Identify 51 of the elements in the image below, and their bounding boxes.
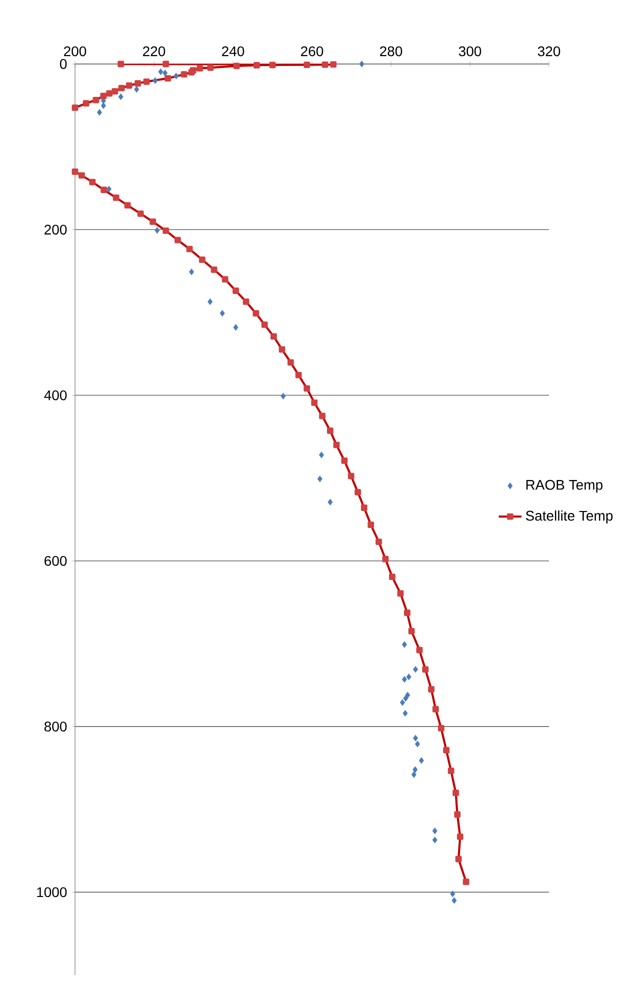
point: [97, 109, 102, 116]
point: [106, 186, 112, 192]
point: [152, 77, 158, 84]
legend-label: RAOB Temp: [526, 480, 602, 493]
point: [328, 498, 333, 506]
x-tick-label: 200: [64, 46, 86, 56]
point: [452, 897, 457, 904]
point: [100, 102, 106, 109]
point: [359, 60, 364, 68]
point: [317, 476, 322, 482]
x-tick-label: 220: [143, 46, 166, 56]
point: [208, 298, 213, 305]
point: [432, 836, 438, 844]
point: [413, 734, 418, 742]
point: [158, 68, 164, 75]
point: [402, 710, 408, 716]
y-tick-label: 200: [44, 224, 67, 235]
point: [319, 452, 324, 458]
y-tick-label: 0: [60, 59, 67, 69]
point: [174, 72, 179, 80]
point: [134, 86, 140, 93]
point: [412, 766, 418, 773]
point: [220, 310, 225, 316]
point: [154, 227, 160, 234]
x-tick-label: 320: [538, 46, 560, 56]
point: [403, 695, 408, 702]
point: [413, 666, 418, 673]
point: [406, 674, 412, 680]
x-tick-label: 260: [301, 46, 324, 56]
point: [402, 676, 407, 683]
y-tick-label: 400: [44, 390, 67, 400]
y-tick-label: 800: [44, 722, 67, 732]
point: [411, 771, 416, 778]
point: [189, 268, 194, 276]
x-tick-label: 300: [458, 46, 482, 56]
point: [280, 392, 286, 400]
point: [402, 641, 407, 648]
point: [415, 740, 420, 748]
point: [432, 828, 438, 834]
y-tick-label: 600: [44, 556, 67, 566]
point: [418, 757, 424, 764]
point: [400, 699, 405, 706]
point: [233, 324, 238, 331]
x-tick-label: 280: [380, 46, 402, 56]
point: [162, 70, 168, 76]
point: [450, 890, 456, 898]
point: [118, 94, 124, 100]
legend-label: Satellite Temp: [526, 510, 613, 524]
x-tick-label: 240: [222, 46, 244, 56]
y-tick-label: 1000: [37, 887, 67, 898]
point: [405, 692, 410, 698]
